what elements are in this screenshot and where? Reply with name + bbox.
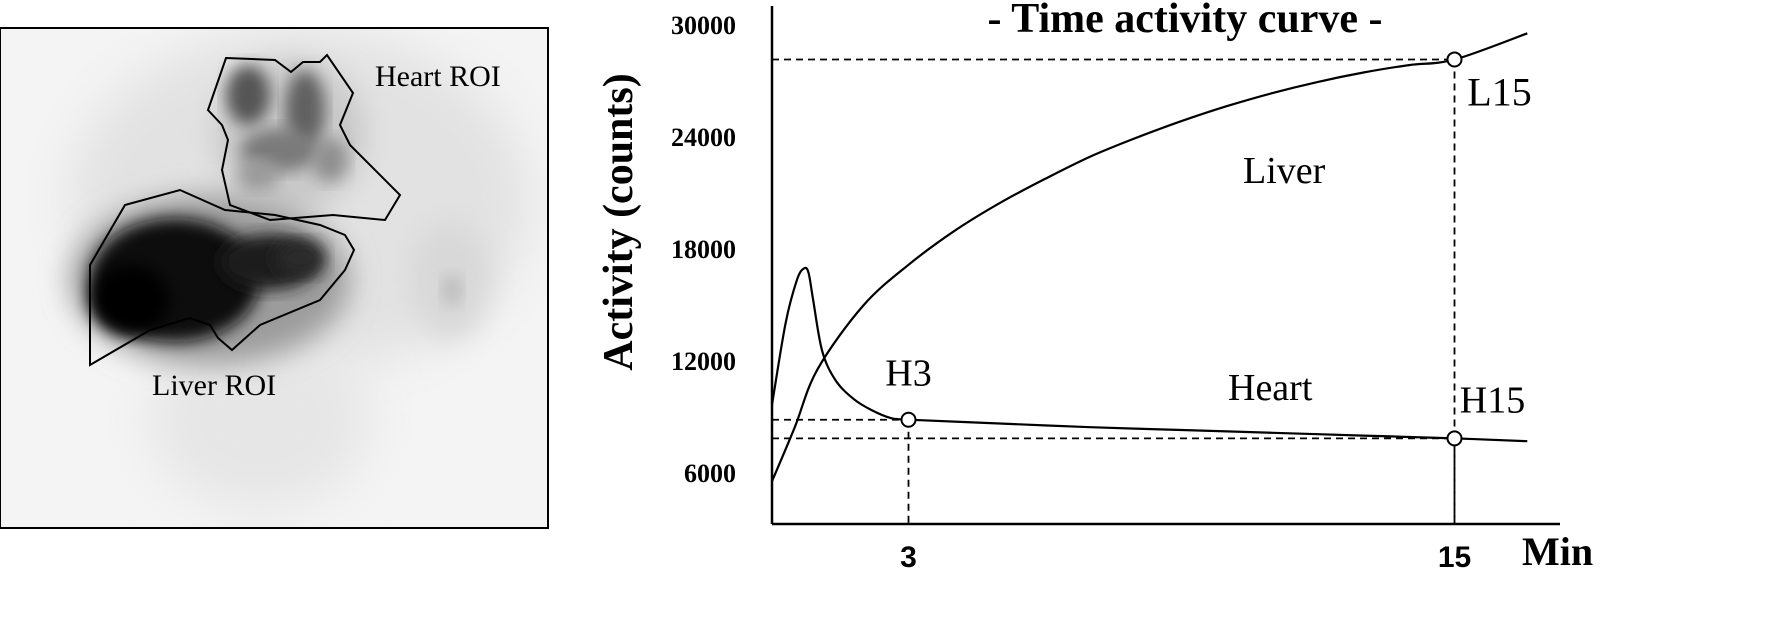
x-tick-label-15: 15 bbox=[1438, 541, 1471, 574]
chart-title: - Time activity curve - bbox=[987, 0, 1382, 42]
heart-roi-label: Heart ROI bbox=[375, 60, 501, 93]
liver-roi-outline bbox=[89, 188, 356, 367]
y-tick-label-6000: 6000 bbox=[684, 459, 736, 488]
marker-H3 bbox=[900, 411, 917, 428]
uptake-image bbox=[70, 30, 530, 510]
heart-curve bbox=[770, 266, 1528, 443]
y-axis-label: Activity (counts) bbox=[596, 73, 642, 370]
heart-curve-label: Heart bbox=[1228, 367, 1313, 409]
heart-roi-outline bbox=[206, 53, 402, 222]
y-tick-label-30000: 30000 bbox=[671, 11, 736, 40]
marker-H15 bbox=[1446, 430, 1463, 447]
sample-markers: L15 H3 H15 bbox=[885, 51, 1532, 447]
x-tick-label-3: 3 bbox=[900, 541, 917, 574]
marker-label-H15: H15 bbox=[1460, 379, 1525, 421]
y-tick-label-18000: 18000 bbox=[671, 235, 736, 264]
y-tick-label-24000: 24000 bbox=[671, 123, 736, 152]
y-tick-label-12000: 12000 bbox=[671, 347, 736, 376]
scintigram-panel: Heart ROI Liver ROI bbox=[0, 27, 549, 529]
y-tick-labels: 6000 12000 18000 24000 30000 bbox=[671, 11, 736, 488]
marker-label-H3: H3 bbox=[885, 353, 931, 395]
time-activity-chart: - Time activity curve - Activity (counts… bbox=[596, 0, 1593, 574]
x-axis-label: Min bbox=[1522, 529, 1593, 574]
liver-curve bbox=[770, 32, 1528, 482]
reference-lines bbox=[772, 58, 1456, 524]
curves bbox=[770, 32, 1528, 482]
marker-L15 bbox=[1446, 51, 1463, 68]
x-tick-labels: 3 15 bbox=[900, 541, 1471, 574]
image-frame bbox=[0, 27, 549, 529]
liver-roi-label: Liver ROI bbox=[152, 369, 276, 402]
marker-label-L15: L15 bbox=[1467, 69, 1531, 114]
liver-curve-label: Liver bbox=[1243, 150, 1326, 192]
